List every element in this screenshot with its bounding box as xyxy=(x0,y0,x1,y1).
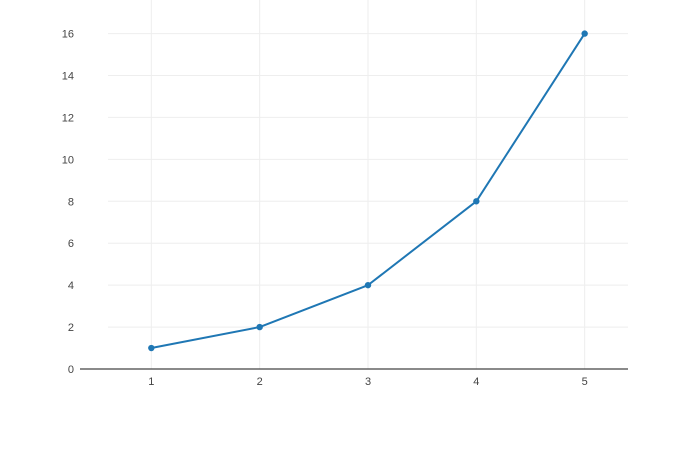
data-point-marker xyxy=(581,30,588,37)
x-tick-label: 2 xyxy=(257,376,263,388)
data-point-marker xyxy=(473,198,480,205)
x-tick-label: 1 xyxy=(148,376,154,388)
y-tick-label: 0 xyxy=(68,364,74,376)
x-tick-label: 4 xyxy=(473,376,479,388)
x-axis-tick-labels: 1 2 3 4 5 xyxy=(148,376,587,388)
y-tick-label: 16 xyxy=(62,29,74,41)
data-point-markers xyxy=(148,30,588,352)
y-tick-label: 2 xyxy=(68,322,74,334)
x-tick-label: 3 xyxy=(365,376,371,388)
y-tick-label: 8 xyxy=(68,196,74,208)
vertical-gridlines xyxy=(150,0,586,369)
y-tick-label: 6 xyxy=(68,238,74,250)
y-tick-label: 4 xyxy=(68,280,74,292)
data-point-marker xyxy=(364,281,372,289)
y-tick-label: 10 xyxy=(62,154,74,166)
y-axis-tick-labels: 0 2 4 6 8 10 12 14 16 xyxy=(62,29,74,376)
y-tick-label: 14 xyxy=(62,71,74,83)
x-tick-label: 5 xyxy=(582,376,588,388)
data-point-marker xyxy=(256,323,263,331)
data-point-marker xyxy=(148,344,155,352)
y-tick-label: 12 xyxy=(62,112,74,124)
